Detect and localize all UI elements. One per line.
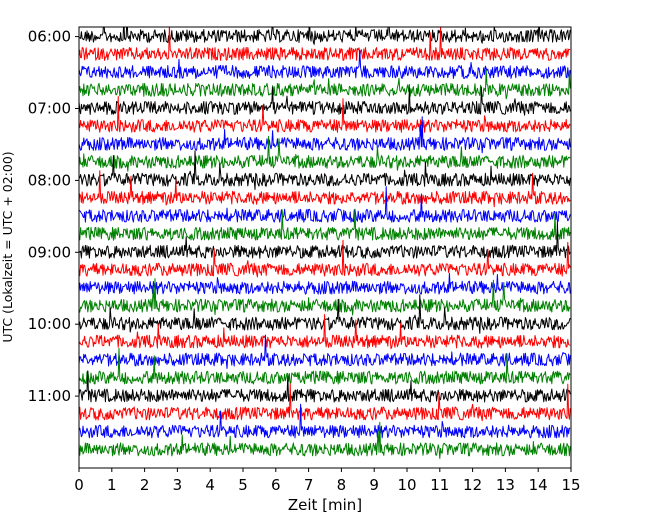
trace-0937-green (79, 278, 571, 316)
x-tick-label: 1 (107, 476, 117, 494)
trace-1137-green (79, 421, 571, 459)
trace-1022-blue (79, 334, 571, 369)
x-tick-label: 13 (496, 476, 515, 494)
y-tick-label: 11:00 (28, 387, 71, 405)
x-tick-label: 7 (304, 476, 314, 494)
y-axis: 06:00 07:00 08:00 09:00 10:00 11:00 (28, 28, 79, 405)
x-axis-label: Zeit [min] (288, 496, 362, 514)
trace-0552-black (79, 27, 571, 45)
plot-frame (78, 26, 572, 469)
trace-0752-black (79, 150, 571, 190)
trace-1052-black (79, 370, 571, 403)
y-axis-label: UTC (Lokalzeit = UTC + 02:00) (0, 151, 15, 342)
y-tick-label: 07:00 (28, 99, 71, 117)
trace-0837-green (79, 208, 571, 241)
trace-0707-red (79, 96, 571, 133)
x-tick-label: 12 (463, 476, 482, 494)
x-tick-label: 15 (561, 476, 580, 494)
trace-0822-blue (79, 186, 571, 223)
x-tick-label: 5 (238, 476, 248, 494)
trace-1037-green (79, 347, 571, 385)
x-tick-label: 10 (397, 476, 416, 494)
x-tick-label: 14 (529, 476, 548, 494)
y-tick-label: 09:00 (28, 243, 71, 261)
trace-1007-red (79, 314, 571, 350)
y-tick-label: 10:00 (28, 315, 71, 333)
trace-0607-red (79, 27, 571, 61)
trace-0722-blue (79, 116, 571, 154)
trace-0652-black (79, 86, 571, 116)
x-tick-label: 11 (430, 476, 449, 494)
trace-1107-red (79, 383, 571, 422)
trace-0737-green (79, 135, 571, 172)
trace-0907-red (79, 239, 571, 278)
x-tick-label: 9 (369, 476, 379, 494)
trace-0622-blue (79, 49, 571, 79)
traces-group (79, 27, 571, 459)
trace-0922-blue (79, 272, 571, 295)
x-axis: 0 1 2 3 4 5 6 7 8 9 10 11 12 13 14 15 (74, 468, 581, 494)
x-tick-label: 4 (205, 476, 215, 494)
x-tick-label: 3 (173, 476, 183, 494)
trace-1122-blue (79, 403, 571, 439)
y-tick-label: 08:00 (28, 171, 71, 189)
x-tick-label: 8 (337, 476, 347, 494)
x-tick-label: 6 (271, 476, 281, 494)
trace-0807-red (79, 170, 571, 208)
y-tick-label: 06:00 (28, 28, 71, 46)
x-tick-label: 0 (74, 476, 84, 494)
trace-0637-green (79, 69, 571, 100)
x-tick-label: 2 (140, 476, 150, 494)
